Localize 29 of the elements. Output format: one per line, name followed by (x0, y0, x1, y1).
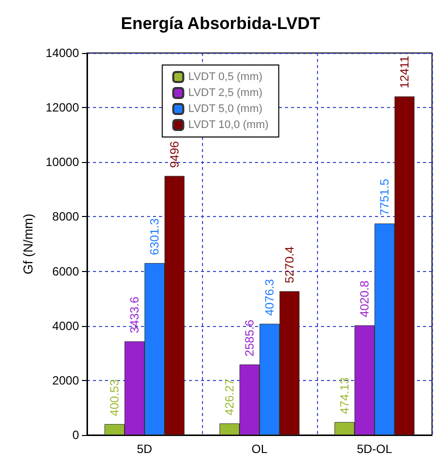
y-tick-label: 14000 (46, 46, 80, 60)
x-tick-label: 5D (136, 442, 152, 456)
data-label: 400.53 (108, 379, 122, 416)
y-tick-label: 2000 (52, 373, 80, 388)
legend-label: LVDT 10,0 (mm) (188, 119, 269, 131)
data-label: 4020.8 (358, 280, 372, 318)
data-label: 6301.3 (148, 218, 162, 256)
data-label: 3433.6 (128, 296, 142, 334)
data-label: 4076.3 (262, 278, 276, 316)
x-tick-label: 5D-OL (356, 442, 392, 456)
y-tick-label: 8000 (52, 210, 80, 224)
y-tick-label: 12000 (46, 100, 80, 115)
data-label: 5270.4 (282, 246, 296, 284)
data-label: 2585.6 (242, 319, 256, 356)
y-tick-label: 4000 (52, 318, 80, 333)
legend-label: LVDT 5,0 (mm) (188, 103, 262, 115)
data-label: 7751.5 (378, 178, 392, 216)
legend-label: LVDT 2,5 (mm) (188, 87, 262, 99)
data-label: 426.27 (222, 378, 236, 416)
x-tick-label: OL (251, 442, 268, 456)
y-tick-label: 10000 (46, 155, 80, 170)
data-label: 9496 (168, 140, 182, 168)
data-label: 474.13 (338, 377, 352, 414)
y-tick-label: 6000 (52, 264, 80, 278)
chart-title: Energía Absorbida-LVDT (120, 14, 321, 33)
legend-label: LVDT 0,5 (mm) (188, 71, 262, 83)
data-label: 12411 (398, 56, 412, 88)
y-axis-title: Gf (N/mm) (20, 214, 36, 274)
y-tick-label: 0 (72, 428, 80, 442)
